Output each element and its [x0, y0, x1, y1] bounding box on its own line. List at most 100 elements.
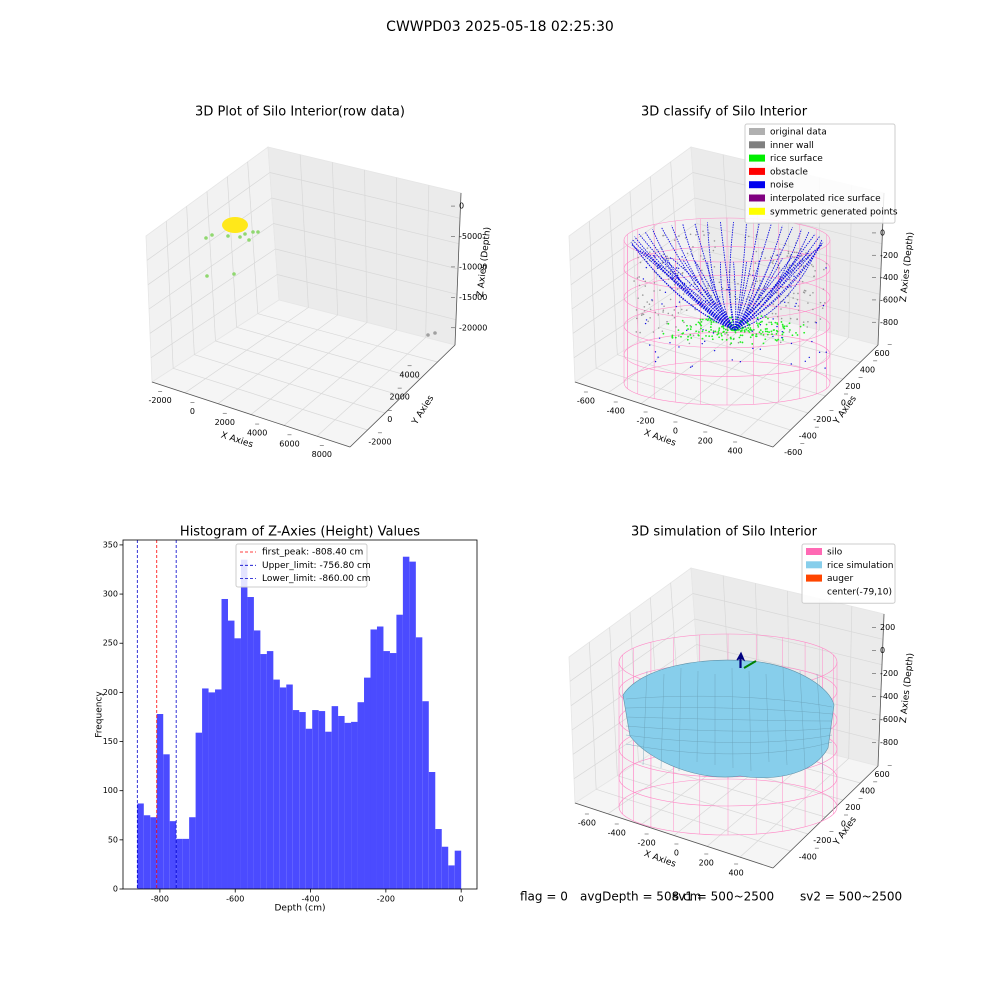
point	[661, 330, 664, 332]
y-tick-label: 2000	[390, 393, 410, 402]
z-tick-label: -800	[880, 318, 898, 327]
point	[654, 351, 657, 353]
point	[678, 346, 680, 348]
point	[739, 341, 742, 343]
point	[659, 289, 661, 292]
point	[256, 230, 260, 234]
bar	[383, 651, 390, 889]
z-tick-label: -600	[880, 715, 898, 724]
point	[788, 322, 791, 325]
point	[778, 248, 781, 250]
legend-swatch	[749, 167, 765, 175]
point	[677, 267, 680, 269]
z-tick-label: 0	[459, 202, 464, 211]
legend-swatch	[749, 181, 765, 189]
y-tick-label: -200	[813, 836, 831, 845]
bar	[266, 651, 274, 889]
point	[767, 317, 769, 320]
legend-swatch	[806, 561, 822, 569]
y-tick-label: 600	[874, 349, 889, 358]
point	[802, 265, 805, 268]
noise-trail	[661, 227, 736, 331]
status-text: flag = 0	[520, 890, 568, 904]
legend-label: rice simulation	[827, 561, 893, 571]
plot-title: 3D simulation of Silo Interior	[631, 525, 818, 540]
point	[772, 303, 775, 305]
point	[725, 311, 728, 314]
point	[771, 290, 773, 292]
legend-swatch	[806, 574, 822, 582]
point	[690, 249, 693, 251]
point	[711, 335, 714, 338]
y-tick-label: 0	[113, 885, 118, 894]
point	[760, 315, 763, 318]
pane-grid	[277, 274, 457, 321]
point	[637, 256, 639, 259]
bar	[169, 821, 177, 889]
point	[706, 319, 709, 322]
point	[787, 301, 790, 304]
point	[226, 234, 230, 238]
point	[795, 251, 798, 254]
point	[649, 317, 651, 319]
bar	[441, 846, 449, 889]
point	[644, 322, 647, 325]
point	[687, 335, 689, 338]
point	[704, 340, 706, 343]
point	[714, 246, 716, 248]
point	[251, 230, 255, 234]
point	[652, 331, 655, 333]
bar	[409, 561, 416, 889]
noise-trail	[644, 231, 736, 331]
point	[754, 262, 757, 264]
point	[781, 333, 784, 336]
point	[718, 329, 720, 331]
point	[663, 305, 665, 308]
point	[764, 328, 767, 330]
point	[818, 351, 821, 354]
point	[789, 278, 791, 281]
point	[806, 326, 809, 328]
legend-swatch	[749, 194, 765, 202]
legend-label: first_peak: -808.40 cm	[262, 548, 363, 558]
x-tick-label: -800	[151, 895, 169, 904]
point	[709, 319, 712, 322]
point	[643, 306, 646, 308]
figure-title: CWWPD03 2025-05-18 02:25:30	[386, 19, 614, 35]
point	[713, 349, 716, 352]
point	[781, 286, 784, 289]
legend-box	[801, 543, 896, 604]
point	[788, 331, 791, 333]
legend-swatch	[806, 587, 822, 595]
bar	[182, 838, 190, 889]
z-tick-label: -400	[880, 692, 898, 701]
bar	[435, 829, 442, 889]
point	[720, 334, 723, 337]
point	[736, 298, 738, 300]
point	[805, 252, 807, 254]
point	[770, 330, 773, 333]
point	[804, 360, 806, 362]
point	[686, 324, 688, 327]
point	[637, 297, 639, 299]
auger-arrow	[743, 660, 757, 669]
point	[787, 294, 789, 297]
point	[780, 308, 782, 310]
point	[770, 321, 773, 324]
point	[775, 254, 778, 257]
point	[726, 329, 729, 332]
surface-mesh	[799, 670, 806, 769]
point	[697, 321, 700, 324]
point	[819, 318, 822, 320]
surface-mesh	[625, 734, 833, 743]
point	[793, 275, 795, 278]
point	[714, 330, 717, 333]
point	[776, 323, 779, 326]
bar	[195, 732, 203, 889]
point	[232, 272, 236, 276]
point	[749, 328, 751, 331]
point	[657, 314, 660, 316]
y-tick-label: -2000	[368, 437, 391, 446]
point	[781, 323, 784, 326]
legend-label: Lower_limit: -860.00 cm	[262, 574, 370, 584]
